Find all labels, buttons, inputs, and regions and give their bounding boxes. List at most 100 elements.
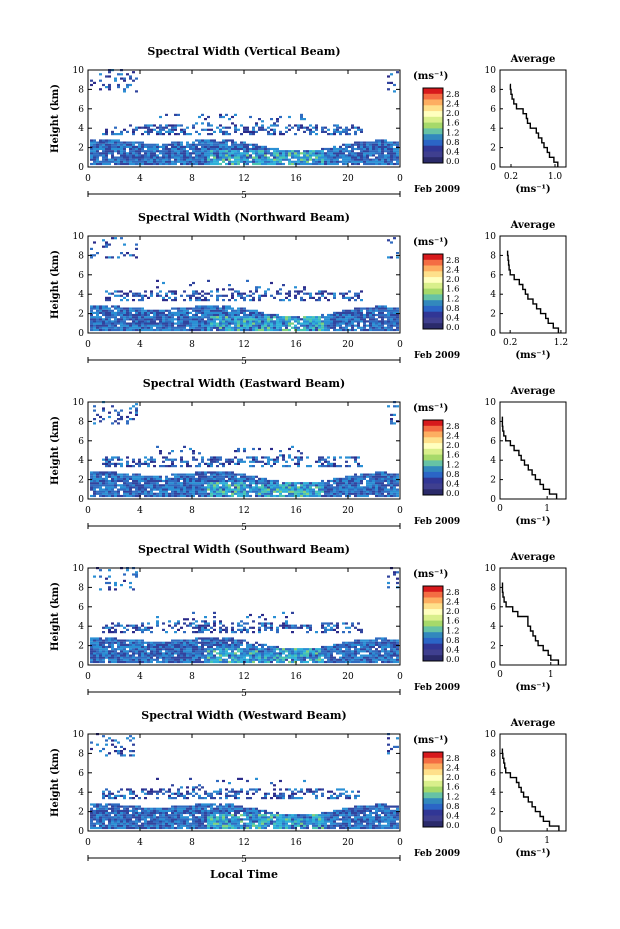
heatmap-cell [294, 160, 297, 163]
heatmap-cell [297, 290, 300, 293]
heatmap-cell [258, 286, 261, 289]
heatmap-cell [222, 143, 225, 146]
heatmap-cell [291, 160, 294, 163]
heatmap-cell [369, 145, 372, 148]
heatmap-cell [183, 492, 186, 495]
heatmap-cell [291, 486, 294, 489]
heatmap-cell [216, 158, 219, 161]
heatmap-cell [339, 150, 342, 153]
heatmap-cell [390, 328, 393, 332]
heatmap-cell [288, 660, 291, 664]
heatmap-cell [246, 145, 249, 148]
y-tick-label: 8 [78, 417, 84, 427]
heatmap-cell [165, 484, 168, 487]
heatmap-cell [285, 158, 288, 161]
heatmap-cell [324, 488, 327, 491]
heatmap-cell [318, 324, 321, 327]
heatmap-cell [300, 456, 303, 459]
heatmap-cell [384, 158, 387, 161]
heatmap-cell [114, 126, 117, 129]
heatmap-cell [174, 296, 177, 299]
heatmap-cell [171, 450, 174, 453]
heatmap-cell [159, 488, 162, 491]
heatmap-cell [252, 626, 255, 629]
heatmap-cell [330, 147, 333, 151]
heatmap-cell [186, 488, 189, 491]
heatmap-cell [282, 154, 285, 157]
heatmap-cell [207, 471, 210, 474]
heatmap-cell [210, 139, 213, 142]
heatmap-cell [153, 160, 156, 163]
heatmap-cell [276, 488, 279, 491]
heatmap-cell [96, 252, 99, 255]
heatmap-cell [258, 648, 261, 651]
heatmap-cell [234, 324, 237, 327]
heatmap-cell [129, 307, 132, 310]
heatmap-cell [303, 484, 306, 487]
heatmap-cell [177, 150, 180, 153]
heatmap-cell [339, 130, 342, 133]
heatmap-cell [195, 152, 198, 155]
heatmap-cell [153, 460, 156, 463]
heatmap-cell [303, 299, 306, 302]
heatmap-cell [105, 313, 108, 317]
heatmap-cell [186, 160, 189, 163]
heatmap-cell [354, 162, 357, 166]
heatmap-cell [114, 322, 117, 325]
heatmap-cell [285, 322, 288, 325]
heatmap-cell [231, 494, 234, 498]
heatmap-cell [126, 492, 129, 495]
heatmap-cell [159, 450, 162, 453]
heatmap-cell [258, 296, 261, 299]
heatmap-cell [144, 322, 147, 325]
heatmap-cell [219, 477, 222, 480]
heatmap-cell [360, 145, 363, 148]
heatmap-cell [312, 318, 315, 321]
heatmap-cell [111, 639, 114, 642]
heatmap-cell [234, 299, 237, 302]
heatmap-cell [144, 494, 147, 498]
heatmap-cell [378, 492, 381, 495]
heatmap-cell [297, 126, 300, 129]
heatmap-cell [336, 147, 339, 151]
heatmap-cell [162, 648, 165, 651]
heatmap-cell [195, 290, 198, 293]
heatmap-cell [126, 456, 129, 459]
heatmap-cell [315, 160, 318, 163]
heatmap-cell [174, 292, 177, 295]
heatmap-cell [117, 309, 120, 312]
heatmap-cell [261, 456, 264, 459]
heatmap-cell [174, 477, 177, 480]
heatmap-cell [243, 313, 246, 317]
heatmap-cell [318, 160, 321, 163]
heatmap-cell [108, 658, 111, 661]
heatmap-cell [390, 81, 393, 84]
heatmap-cell [147, 324, 150, 327]
heatmap-cell [237, 145, 240, 148]
heatmap-cell [291, 624, 294, 627]
heatmap-cell [201, 113, 204, 116]
heatmap-cell [171, 643, 174, 646]
heatmap-cell [294, 626, 297, 629]
heatmap-cell [258, 482, 261, 485]
heatmap-cell [252, 326, 255, 329]
heatmap-cell [174, 154, 177, 157]
heatmap-cell [270, 154, 273, 157]
heatmap-cell [99, 88, 102, 91]
heatmap-cell [108, 243, 111, 246]
heatmap-cell [123, 643, 126, 646]
heatmap-cell [174, 631, 177, 634]
heatmap-cell [117, 458, 120, 461]
heatmap-cell [237, 639, 240, 642]
heatmap-cell [234, 450, 237, 453]
heatmap-cell [372, 486, 375, 489]
heatmap-cell [135, 409, 138, 412]
heatmap-cell [201, 160, 204, 163]
heatmap-cell [105, 654, 108, 657]
heatmap-cell [288, 447, 291, 451]
heatmap-cell [273, 460, 276, 463]
heatmap-cell [102, 643, 105, 646]
heatmap-cell [90, 488, 93, 491]
heatmap-cell [324, 326, 327, 329]
